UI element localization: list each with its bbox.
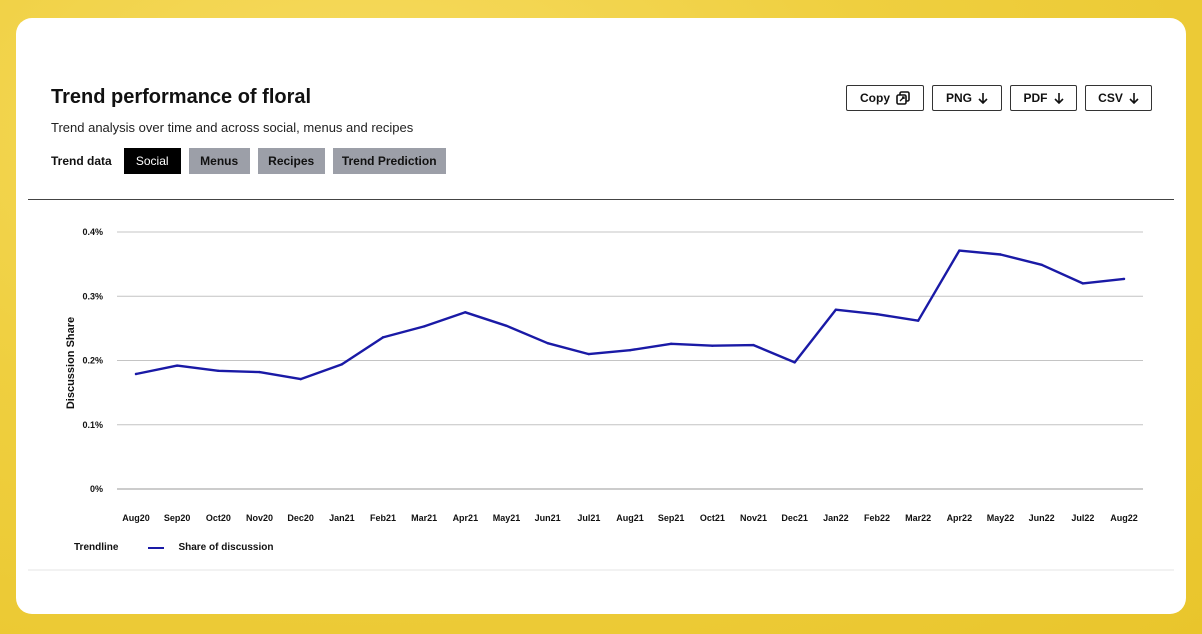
csv-button[interactable]: CSV	[1085, 85, 1152, 111]
y-tick-label: 0.2%	[82, 356, 103, 366]
data-point	[422, 325, 426, 328]
x-tick-label: Apr21	[453, 513, 479, 523]
x-tick-label: Jan21	[329, 513, 355, 523]
x-tick-label: Oct21	[700, 513, 725, 523]
x-tick-label: Apr22	[947, 513, 973, 523]
data-point	[834, 308, 838, 311]
x-tick-label: Sep20	[164, 513, 191, 523]
arrow-down-icon	[978, 93, 988, 104]
data-point	[464, 311, 467, 314]
data-point	[752, 343, 755, 347]
x-tick-label: Dec20	[287, 513, 314, 523]
data-point	[999, 253, 1002, 256]
data-point	[299, 377, 302, 381]
data-point	[1081, 282, 1085, 285]
data-point	[793, 361, 796, 364]
x-tick-label: Jun21	[535, 513, 561, 523]
chart-card: Trend performance of floral Trend analys…	[16, 18, 1186, 614]
data-point	[628, 349, 632, 352]
legend-swatch	[148, 546, 165, 549]
trend-data-label: Trend data	[51, 154, 112, 168]
x-tick-label: Dec21	[781, 513, 808, 523]
page-subtitle: Trend analysis over time and across soci…	[51, 120, 414, 135]
x-tick-label: Sep21	[658, 513, 685, 523]
x-tick-label: May21	[493, 513, 521, 523]
data-point	[217, 369, 220, 372]
data-point	[134, 372, 138, 376]
data-point	[258, 370, 261, 374]
x-tick-label: Nov21	[740, 513, 767, 523]
chart-legend: Trendline Share of discussion	[74, 542, 273, 553]
x-tick-label: Mar21	[411, 513, 437, 523]
tab-social[interactable]: Social	[123, 148, 181, 174]
x-tick-label: Feb22	[864, 513, 890, 523]
y-tick-label: 0%	[90, 484, 103, 494]
x-tick-label: Aug20	[122, 513, 150, 523]
series-line	[134, 249, 1126, 381]
data-point	[381, 336, 385, 339]
legend-title: Trendline	[74, 542, 119, 553]
trend-data-selector: Trend data Social Menus Recipes Trend Pr…	[51, 148, 454, 174]
x-tick-label: Aug21	[616, 513, 644, 523]
data-point	[175, 364, 179, 367]
png-button-label: PNG	[945, 91, 972, 105]
data-point	[1040, 263, 1043, 266]
y-tick-label: 0.4%	[82, 227, 103, 237]
tab-recipes[interactable]: Recipes	[257, 148, 325, 174]
data-point	[340, 363, 344, 366]
x-tick-label: Mar22	[905, 513, 931, 523]
x-tick-label: Oct20	[206, 513, 231, 523]
data-point	[875, 313, 879, 316]
arrow-down-icon	[1129, 93, 1139, 104]
x-tick-label: Aug22	[1110, 513, 1138, 523]
copy-icon	[896, 91, 910, 105]
x-tick-label: Jul22	[1071, 513, 1094, 523]
footer-divider	[28, 569, 1174, 571]
header-divider	[28, 199, 1174, 200]
x-tick-label: Jan22	[823, 513, 849, 523]
data-point	[958, 249, 961, 252]
data-point	[669, 342, 673, 345]
x-tick-label: Jul21	[577, 513, 600, 523]
tab-menus[interactable]: Menus	[188, 148, 250, 174]
line-chart: 0% 0.1% 0.2% 0.3% 0.4% Aug20 Sep20 Oct20 Nov20 D…	[65, 227, 1143, 523]
data-point	[711, 344, 714, 347]
copy-button-label: Copy	[860, 91, 890, 105]
png-button[interactable]: PNG	[932, 85, 1002, 111]
legend-series-label: Share of discussion	[178, 542, 274, 553]
tab-trend-prediction[interactable]: Trend Prediction	[332, 148, 446, 174]
data-point	[916, 319, 920, 322]
copy-button[interactable]: Copy	[846, 85, 924, 111]
x-tick-label: Feb21	[370, 513, 396, 523]
page-title: Trend performance of floral	[51, 86, 312, 108]
data-point	[587, 352, 591, 356]
arrow-down-icon	[1053, 93, 1064, 104]
x-tick-label: Jun22	[1029, 513, 1055, 523]
csv-button-label: CSV	[1098, 91, 1123, 105]
x-tick-label: Nov20	[246, 513, 273, 523]
export-toolbar: Copy PNG PDF CSV	[838, 85, 1152, 111]
y-tick-label: 0.1%	[82, 420, 103, 430]
data-point	[1122, 277, 1126, 281]
y-axis-label: Discussion Share	[65, 317, 77, 409]
pdf-button[interactable]: PDF	[1010, 85, 1077, 111]
y-tick-label: 0.3%	[82, 291, 103, 301]
x-tick-label: May22	[987, 513, 1015, 523]
data-point	[546, 341, 549, 345]
data-point	[505, 324, 508, 328]
pdf-button-label: PDF	[1023, 91, 1048, 105]
